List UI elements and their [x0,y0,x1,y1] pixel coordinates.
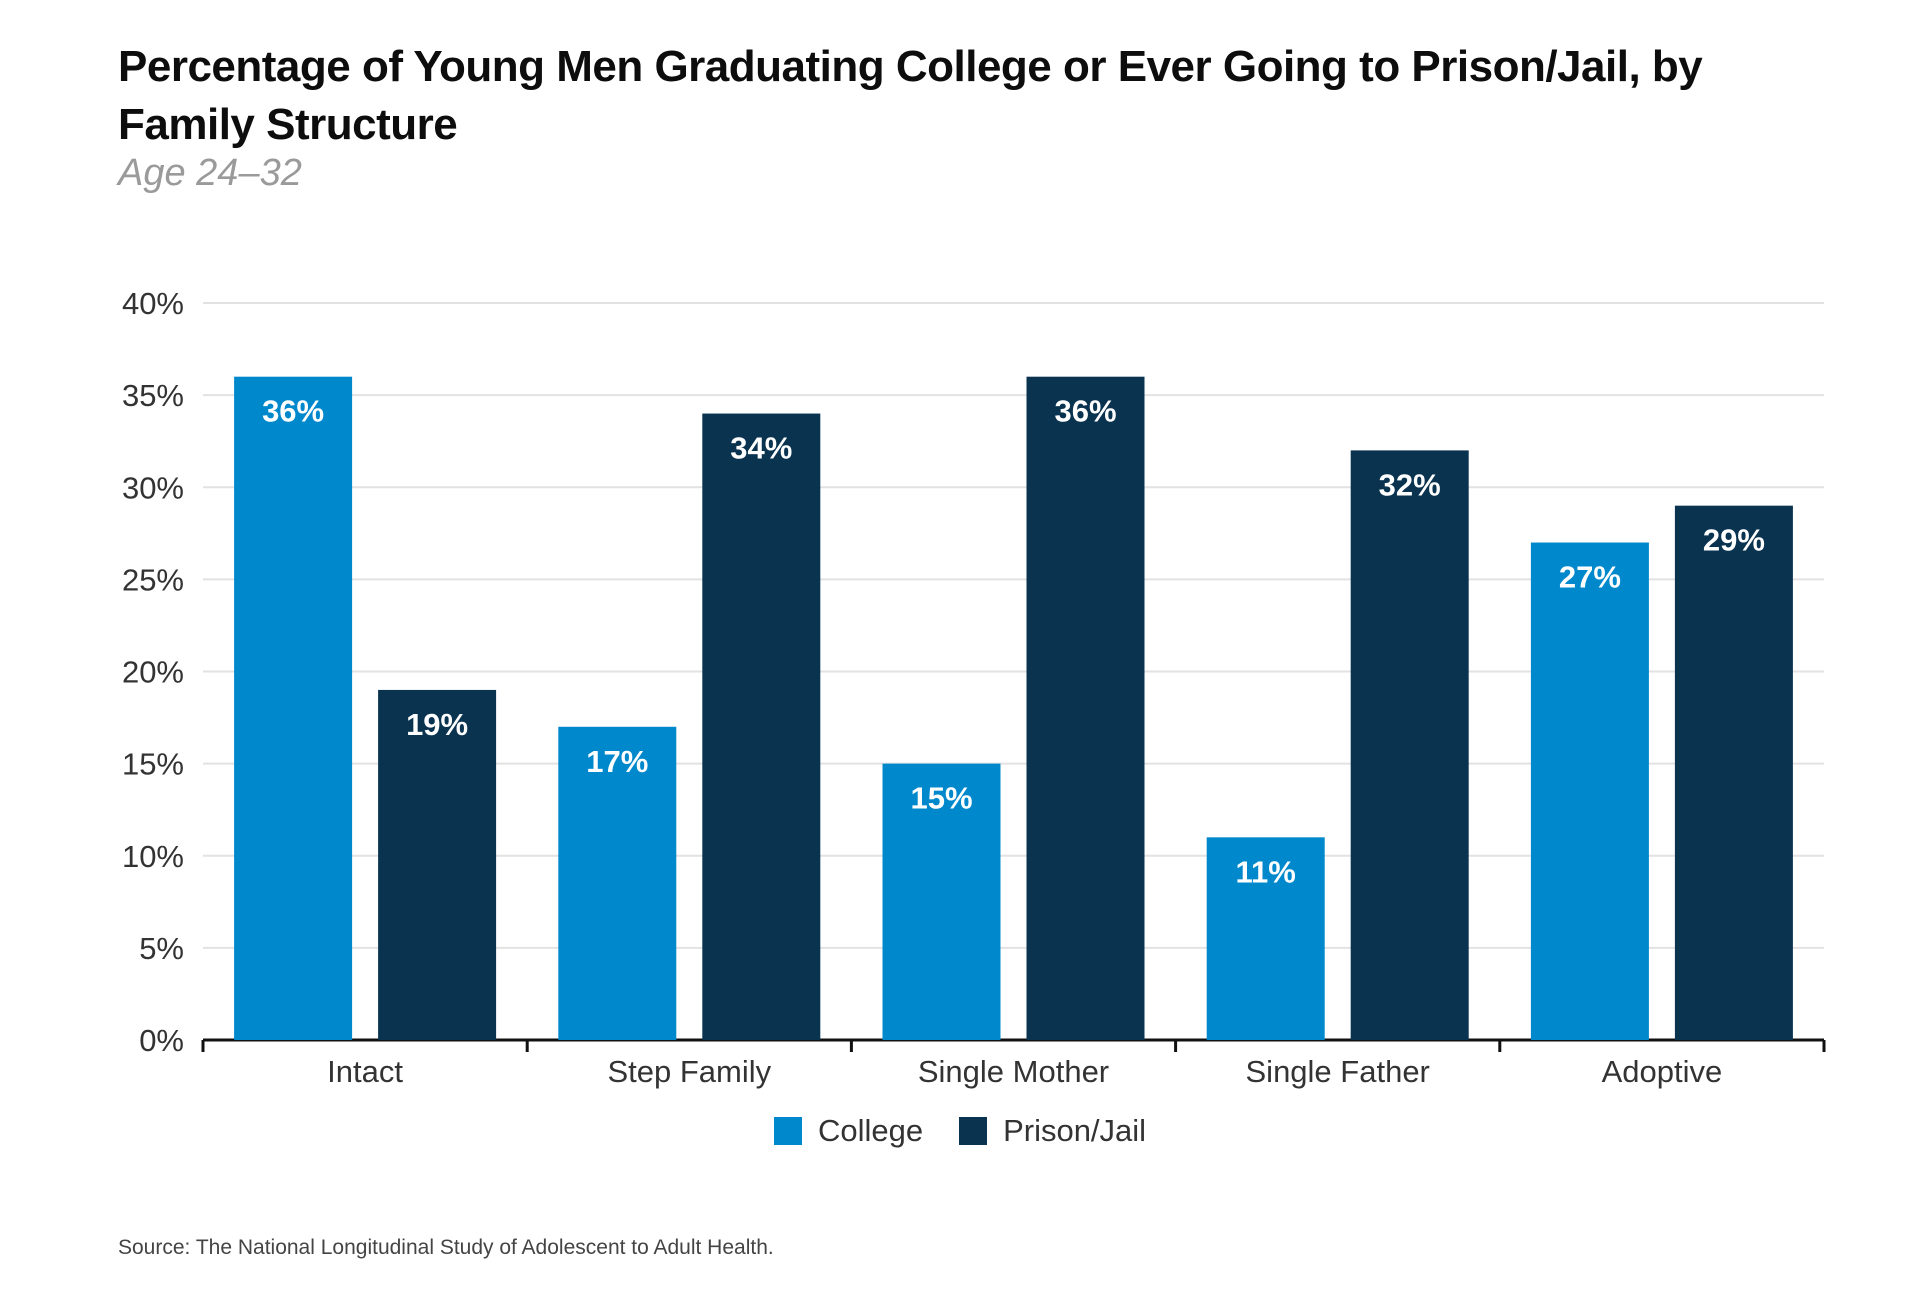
bar-prison-jail [1674,505,1793,1040]
chart-title: Percentage of Young Men Graduating Colle… [118,42,1703,149]
legend-item-prison-jail: Prison/Jail [959,1113,1146,1149]
y-tick-label: 15% [122,747,184,782]
data-label: 29% [1703,523,1765,558]
source-note: Source: The National Longitudinal Study … [118,1236,774,1259]
bar-college [1206,837,1325,1040]
data-label: 27% [1559,560,1621,595]
y-tick-label: 25% [122,562,184,597]
x-tick-label: Step Family [607,1054,771,1089]
x-tick-label: Single Father [1246,1054,1430,1089]
bar-college [558,726,677,1040]
bar-prison-jail [702,413,821,1040]
y-tick-label: 10% [122,839,184,874]
data-label: 36% [1054,394,1116,429]
legend-label-prison-jail: Prison/Jail [1003,1113,1147,1148]
x-tick-label: Single Mother [918,1054,1109,1089]
y-tick-label: 20% [122,655,184,690]
y-tick-label: 30% [122,470,184,505]
bar-prison-jail [378,689,497,1040]
legend-swatch-college [773,1117,802,1145]
legend-item-college: College [773,1113,924,1149]
y-tick-label: 40% [122,286,184,321]
legend-swatch-prison-jail [959,1117,988,1145]
bar-college [234,376,353,1040]
y-tick-label: 0% [139,1023,184,1058]
y-tick-label: 5% [139,931,184,966]
data-label: 17% [586,744,648,779]
bar-prison-jail [1350,450,1469,1040]
data-label: 34% [730,431,792,466]
data-label: 32% [1379,467,1441,502]
chart-legend: College Prison/Jail [0,1113,1920,1149]
x-tick-label: Intact [327,1054,403,1089]
y-tick-label: 35% [122,378,184,413]
bar-college [882,763,1001,1040]
chart-subtitle: Age 24–32 [118,152,302,194]
data-label: 19% [406,707,468,742]
bar-prison-jail [1026,376,1145,1040]
data-label: 36% [262,394,324,429]
data-label: 15% [910,781,972,816]
data-label: 11% [1236,854,1296,889]
x-tick-label: Adoptive [1602,1054,1723,1089]
legend-label-college: College [817,1113,924,1148]
bar-college [1530,542,1649,1040]
